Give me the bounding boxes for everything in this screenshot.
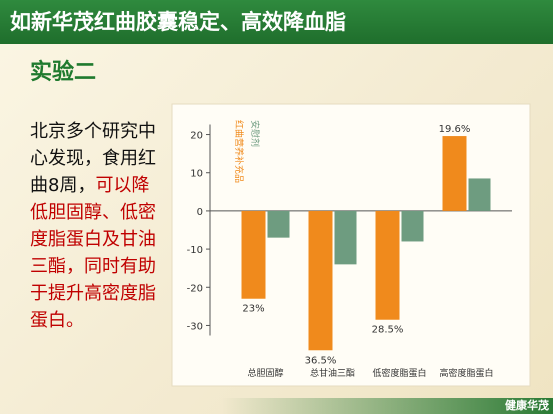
value-label: 19.6% xyxy=(439,124,471,135)
x-tick-label: 低密度脂蛋白 xyxy=(372,367,426,379)
slide-title: 如新华茂红曲胶囊稳定、高效降血脂 xyxy=(0,0,553,44)
y-tick-label: -30 xyxy=(187,321,203,332)
y-tick-label: -10 xyxy=(187,245,203,256)
footer-bar xyxy=(0,398,553,414)
bar xyxy=(401,210,424,242)
section-title: 实验二 xyxy=(30,60,97,85)
bar xyxy=(442,136,467,211)
value-label: 36.5% xyxy=(305,355,337,366)
footer-text: 健康华茂 xyxy=(505,399,549,412)
bar xyxy=(267,210,290,238)
y-tick-label: 10 xyxy=(190,169,203,180)
x-tick-label: 高密度脂蛋白 xyxy=(439,367,493,379)
legend-label: 红曲营养补充品 xyxy=(233,120,245,183)
description: 北京多个研究中心发现，食用红曲8周，可以降低胆固醇、低密度脂蛋白及甘油三酯，同时… xyxy=(30,118,166,334)
bar xyxy=(375,210,400,320)
value-label: 23% xyxy=(242,304,264,315)
x-tick-label: 总胆固醇 xyxy=(247,367,283,379)
bar xyxy=(334,210,357,265)
y-tick-label: 0 xyxy=(197,207,203,218)
value-label: 28.5% xyxy=(372,325,404,336)
x-tick-label: 总甘油三酯 xyxy=(310,367,355,379)
y-tick-label: 20 xyxy=(190,131,203,142)
text-highlight: 可以降低胆固醇、低密度脂蛋白及甘油三酯，同时有助于提升高密度脂蛋白。 xyxy=(30,175,156,331)
text-black: 北京多个研究中心发现，食用红曲8周， xyxy=(30,121,156,196)
bar xyxy=(241,210,266,299)
y-tick-label: -20 xyxy=(187,283,203,294)
legend-label: 安慰剂 xyxy=(249,120,261,147)
bar xyxy=(308,210,333,351)
bar xyxy=(468,178,491,211)
